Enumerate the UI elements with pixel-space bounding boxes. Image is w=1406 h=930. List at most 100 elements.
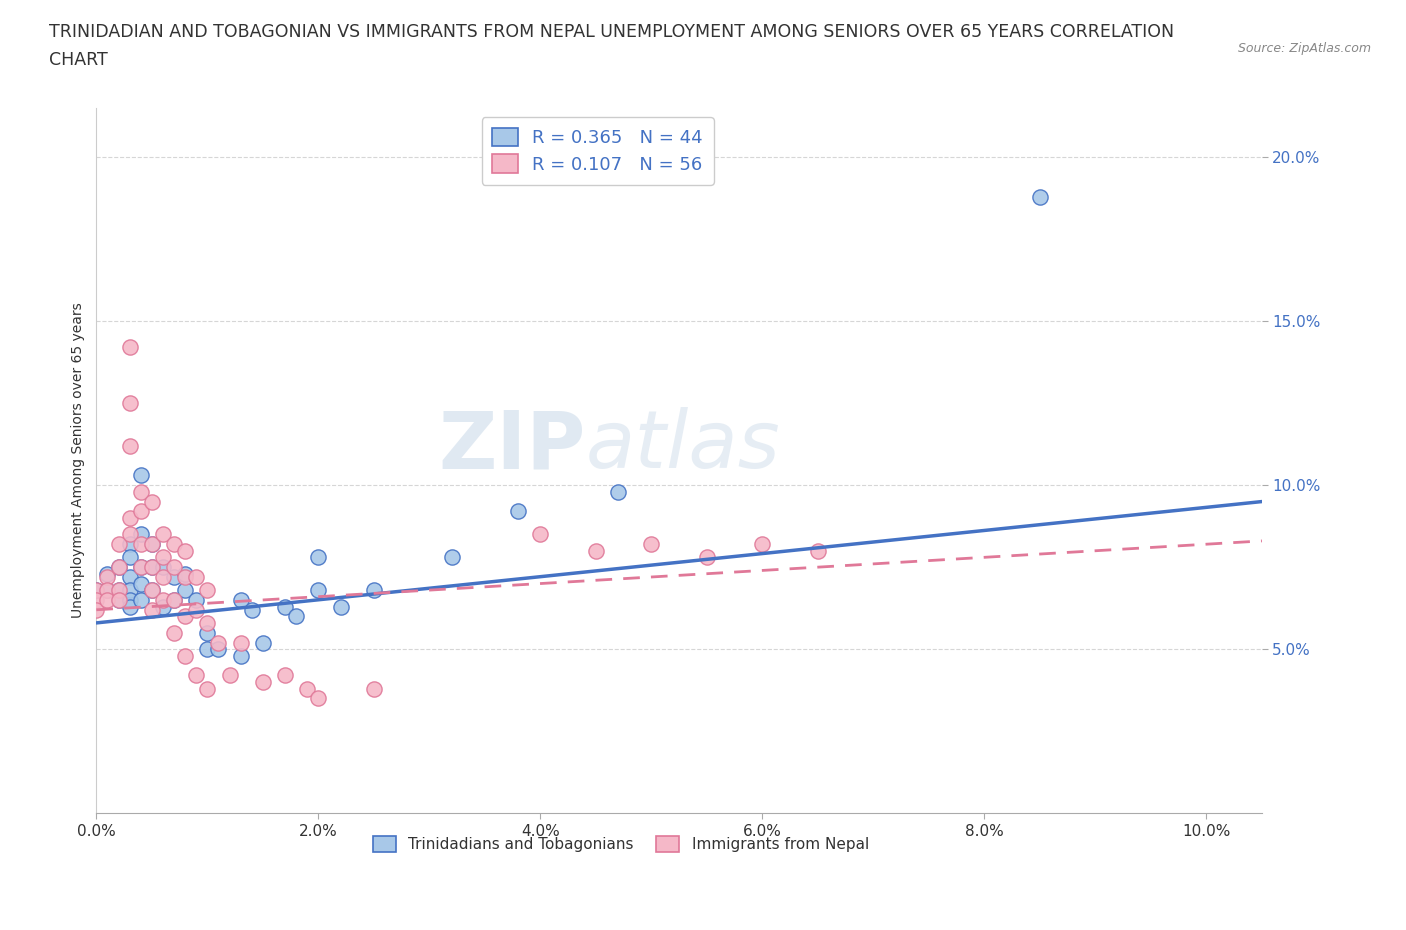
Point — [363, 681, 385, 696]
Point — [141, 494, 163, 509]
Point — [86, 583, 108, 598]
Point — [252, 674, 274, 689]
Point — [285, 609, 308, 624]
Point — [152, 560, 174, 575]
Point — [129, 485, 152, 499]
Point — [152, 592, 174, 607]
Point — [141, 560, 163, 575]
Point — [107, 583, 129, 598]
Point — [440, 550, 463, 565]
Point — [186, 569, 208, 584]
Point — [186, 668, 208, 683]
Point — [186, 592, 208, 607]
Text: Source: ZipAtlas.com: Source: ZipAtlas.com — [1237, 42, 1371, 55]
Point — [174, 583, 197, 598]
Point — [218, 668, 240, 683]
Point — [129, 468, 152, 483]
Point — [329, 599, 352, 614]
Point — [229, 635, 252, 650]
Point — [129, 504, 152, 519]
Point — [152, 569, 174, 584]
Point — [118, 583, 141, 598]
Point — [118, 438, 141, 453]
Point — [118, 340, 141, 355]
Point — [174, 609, 197, 624]
Point — [240, 603, 263, 618]
Point — [129, 592, 152, 607]
Point — [163, 537, 186, 551]
Point — [163, 592, 186, 607]
Point — [118, 537, 141, 551]
Point — [96, 569, 118, 584]
Point — [807, 543, 830, 558]
Point — [174, 648, 197, 663]
Text: ZIP: ZIP — [439, 407, 586, 485]
Point — [607, 485, 630, 499]
Point — [118, 396, 141, 411]
Point — [107, 592, 129, 607]
Point — [585, 543, 607, 558]
Point — [195, 616, 218, 631]
Point — [529, 527, 551, 542]
Point — [118, 592, 141, 607]
Point — [186, 603, 208, 618]
Point — [118, 511, 141, 525]
Point — [86, 583, 108, 598]
Point — [751, 537, 773, 551]
Point — [363, 583, 385, 598]
Point — [107, 537, 129, 551]
Point — [163, 592, 186, 607]
Point — [174, 569, 197, 584]
Point — [96, 583, 118, 598]
Point — [307, 583, 329, 598]
Point — [207, 635, 229, 650]
Point — [129, 560, 152, 575]
Point — [163, 625, 186, 640]
Text: TRINIDADIAN AND TOBAGONIAN VS IMMIGRANTS FROM NEPAL UNEMPLOYMENT AMONG SENIORS O: TRINIDADIAN AND TOBAGONIAN VS IMMIGRANTS… — [49, 23, 1174, 41]
Y-axis label: Unemployment Among Seniors over 65 years: Unemployment Among Seniors over 65 years — [72, 302, 86, 618]
Point — [195, 625, 218, 640]
Point — [118, 550, 141, 565]
Point — [118, 599, 141, 614]
Point — [152, 527, 174, 542]
Point — [141, 537, 163, 551]
Point — [274, 668, 297, 683]
Point — [152, 599, 174, 614]
Point — [195, 642, 218, 657]
Point — [118, 527, 141, 542]
Point — [207, 642, 229, 657]
Point — [297, 681, 319, 696]
Point — [129, 560, 152, 575]
Point — [118, 569, 141, 584]
Point — [229, 648, 252, 663]
Point — [307, 691, 329, 706]
Point — [508, 504, 530, 519]
Legend: Trinidadians and Tobagonians, Immigrants from Nepal: Trinidadians and Tobagonians, Immigrants… — [367, 830, 875, 858]
Point — [163, 569, 186, 584]
Point — [195, 583, 218, 598]
Point — [107, 560, 129, 575]
Point — [141, 583, 163, 598]
Point — [86, 603, 108, 618]
Point — [252, 635, 274, 650]
Point — [96, 583, 118, 598]
Point — [96, 566, 118, 581]
Point — [129, 527, 152, 542]
Point — [152, 550, 174, 565]
Point — [229, 592, 252, 607]
Point — [141, 560, 163, 575]
Point — [86, 592, 108, 607]
Point — [107, 583, 129, 598]
Point — [107, 560, 129, 575]
Point — [96, 592, 118, 607]
Point — [174, 543, 197, 558]
Point — [107, 592, 129, 607]
Point — [163, 560, 186, 575]
Text: CHART: CHART — [49, 51, 108, 69]
Point — [195, 681, 218, 696]
Point — [141, 603, 163, 618]
Point — [696, 550, 718, 565]
Point — [141, 583, 163, 598]
Point — [129, 537, 152, 551]
Text: atlas: atlas — [586, 407, 780, 485]
